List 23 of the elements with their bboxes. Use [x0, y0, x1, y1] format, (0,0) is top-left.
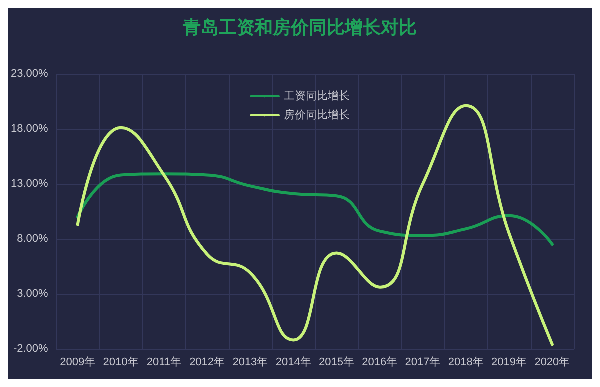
- x-tick-label: 2020年: [534, 356, 570, 368]
- x-tick-label: 2014年: [276, 356, 312, 368]
- x-tick-label: 2019年: [492, 356, 528, 368]
- y-tick-label: 3.00%: [17, 288, 49, 300]
- x-tick-label: 2010年: [103, 356, 139, 368]
- legend-label: 房价同比增长: [284, 108, 350, 122]
- y-tick-label: -2.00%: [13, 343, 49, 355]
- line-series: [76, 172, 554, 246]
- y-tick-label: 8.00%: [17, 233, 49, 245]
- x-tick-label: 2013年: [232, 356, 268, 368]
- y-tick-label: 23.00%: [10, 68, 49, 80]
- line-series: [76, 104, 554, 346]
- x-tick-label: 2016年: [362, 356, 398, 368]
- x-tick-label: 2015年: [318, 356, 354, 368]
- chart-title: 青岛工资和房价同比增长对比: [182, 18, 417, 38]
- legend-label: 工资同比增长: [284, 90, 350, 102]
- x-tick-label: 2012年: [190, 356, 226, 368]
- x-tick-label: 2011年: [146, 356, 182, 368]
- x-tick-label: 2018年: [448, 356, 484, 368]
- y-tick-label: 13.00%: [10, 178, 49, 190]
- x-tick-label: 2017年: [405, 356, 441, 368]
- y-tick-label: 18.00%: [10, 123, 49, 135]
- x-tick-label: 2009年: [60, 356, 96, 368]
